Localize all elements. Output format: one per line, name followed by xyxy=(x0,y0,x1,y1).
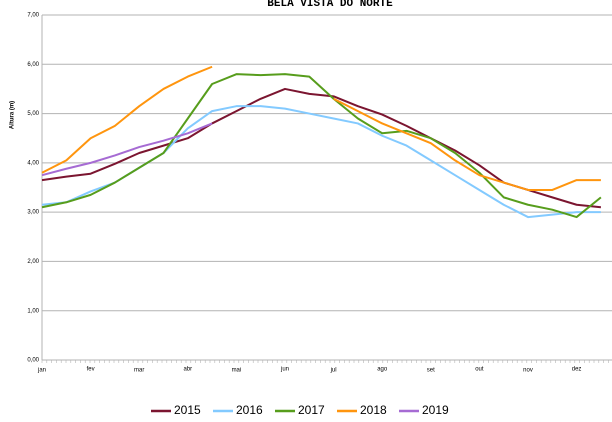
legend-label: 2016 xyxy=(236,403,263,417)
legend-label: 2015 xyxy=(174,403,201,417)
legend-label: 2019 xyxy=(422,403,449,417)
x-tick-label: nov xyxy=(523,368,533,374)
y-tick-label: 7,00 xyxy=(27,13,39,19)
y-tick-label: 0,00 xyxy=(27,358,39,364)
x-tick-label: jan xyxy=(37,368,46,374)
x-tick-label: jun xyxy=(280,367,289,373)
y-tick-label: 5,00 xyxy=(27,111,39,117)
x-tick-label: fev xyxy=(87,367,95,373)
x-tick-label: set xyxy=(427,368,435,374)
y-tick-label: 3,00 xyxy=(27,210,39,216)
series-line xyxy=(41,122,213,177)
x-tick-label: ago xyxy=(377,367,388,373)
x-tick-label: mai xyxy=(232,368,242,374)
legend-label: 2017 xyxy=(298,403,325,417)
y-tick-label: 1,00 xyxy=(27,308,39,314)
y-tick-label: 6,00 xyxy=(27,62,39,68)
legend-label: 2018 xyxy=(360,403,387,417)
y-tick-label: 2,00 xyxy=(27,259,39,265)
series-line xyxy=(41,65,601,191)
y-tick-label: 4,00 xyxy=(27,160,39,166)
x-tick-label: mar xyxy=(134,368,144,374)
series-line xyxy=(41,87,602,209)
chart-title: BELA VISTA DO NORTE xyxy=(267,0,393,10)
y-axis-label: Altura (m) xyxy=(10,101,16,129)
x-tick-label: dez xyxy=(572,367,582,373)
series-line xyxy=(41,73,602,219)
x-tick-label: out xyxy=(475,367,484,373)
x-tick-label: jul xyxy=(330,368,337,374)
x-tick-label: abr xyxy=(183,367,192,373)
